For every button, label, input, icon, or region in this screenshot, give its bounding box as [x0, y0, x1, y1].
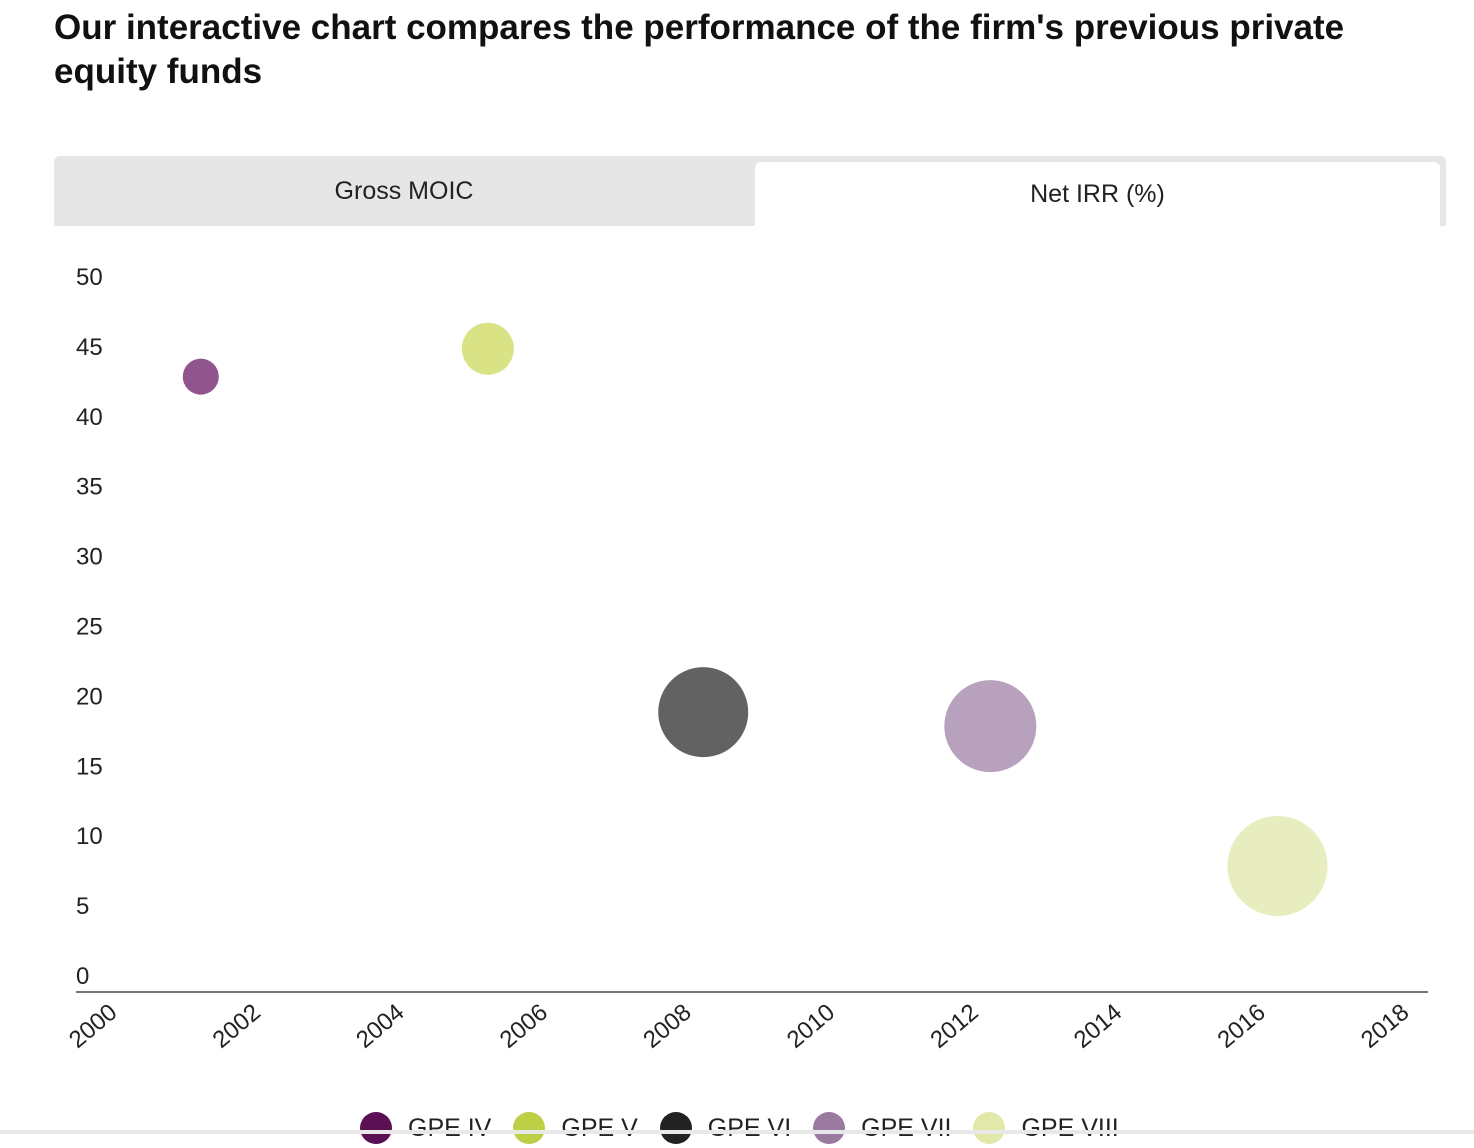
y-tick-label: 5 [76, 893, 89, 920]
y-tick-label: 35 [76, 474, 103, 501]
x-tick-label: 2006 [495, 999, 553, 1054]
y-tick-label: 50 [76, 264, 103, 291]
net-irr-bubble-chart: 0 5 10 15 20 25 30 35 40 45 50 2000 2002 2004 2006 2008… [64, 264, 1428, 1054]
page-bottom-divider [0, 1130, 1474, 1134]
legend-swatch-gpe-vi [659, 1112, 692, 1144]
y-tick-label: 10 [76, 823, 103, 850]
x-tick-label: 2000 [64, 999, 122, 1054]
legend-swatch-gpe-v [513, 1112, 546, 1144]
legend-item-gpe-vii[interactable]: GPE VII [813, 1112, 951, 1144]
data-point-gpe-vii[interactable] [944, 680, 1037, 773]
y-tick-label: 30 [76, 544, 103, 571]
legend-swatch-gpe-iv [360, 1112, 392, 1144]
y-tick-label: 15 [76, 753, 103, 780]
data-point-gpe-v[interactable] [461, 322, 514, 375]
y-tick-label: 45 [76, 334, 103, 361]
legend-label: GPE V [561, 1113, 638, 1142]
y-tick-label: 40 [76, 404, 103, 431]
legend-label: GPE VII [861, 1113, 952, 1142]
metric-tab-bar: Gross MOIC Net IRR (%) [54, 156, 1446, 226]
data-point-gpe-viii[interactable] [1227, 815, 1328, 916]
y-tick-label: 20 [76, 683, 103, 710]
x-tick-label: 2012 [925, 999, 983, 1054]
y-tick-label: 25 [76, 614, 103, 641]
page-title: Our interactive chart compares the perfo… [54, 8, 1345, 91]
legend-swatch-gpe-vii [813, 1112, 846, 1144]
y-tick-label: 0 [76, 963, 89, 990]
legend-label: GPE VI [707, 1113, 792, 1142]
tab-net-irr[interactable]: Net IRR (%) [755, 162, 1440, 226]
legend-item-gpe-vi[interactable]: GPE VI [659, 1112, 792, 1144]
x-tick-label: 2010 [782, 999, 840, 1054]
legend-item-gpe-viii[interactable]: GPE VIII [973, 1112, 1119, 1144]
legend-swatch-gpe-viii [973, 1112, 1006, 1144]
legend-label: GPE VIII [1021, 1113, 1119, 1142]
x-tick-label: 2016 [1212, 999, 1270, 1054]
tab-gross-moic[interactable]: Gross MOIC [334, 176, 474, 205]
legend-item-gpe-iv[interactable]: GPE IV [360, 1112, 491, 1144]
legend-item-gpe-v[interactable]: GPE V [513, 1112, 638, 1144]
chart-legend: GPE IV GPE V GPE VI GPE VII GPE VIII [360, 1108, 1119, 1148]
x-tick-label: 2002 [208, 999, 266, 1054]
legend-label: GPE IV [408, 1113, 492, 1142]
x-tick-label: 2004 [351, 999, 409, 1054]
x-tick-label: 2014 [1069, 999, 1127, 1054]
x-tick-label: 2008 [638, 999, 696, 1054]
data-point-gpe-vi[interactable] [658, 667, 749, 758]
x-tick-label: 2018 [1356, 999, 1414, 1054]
data-point-gpe-iv[interactable] [182, 358, 219, 395]
